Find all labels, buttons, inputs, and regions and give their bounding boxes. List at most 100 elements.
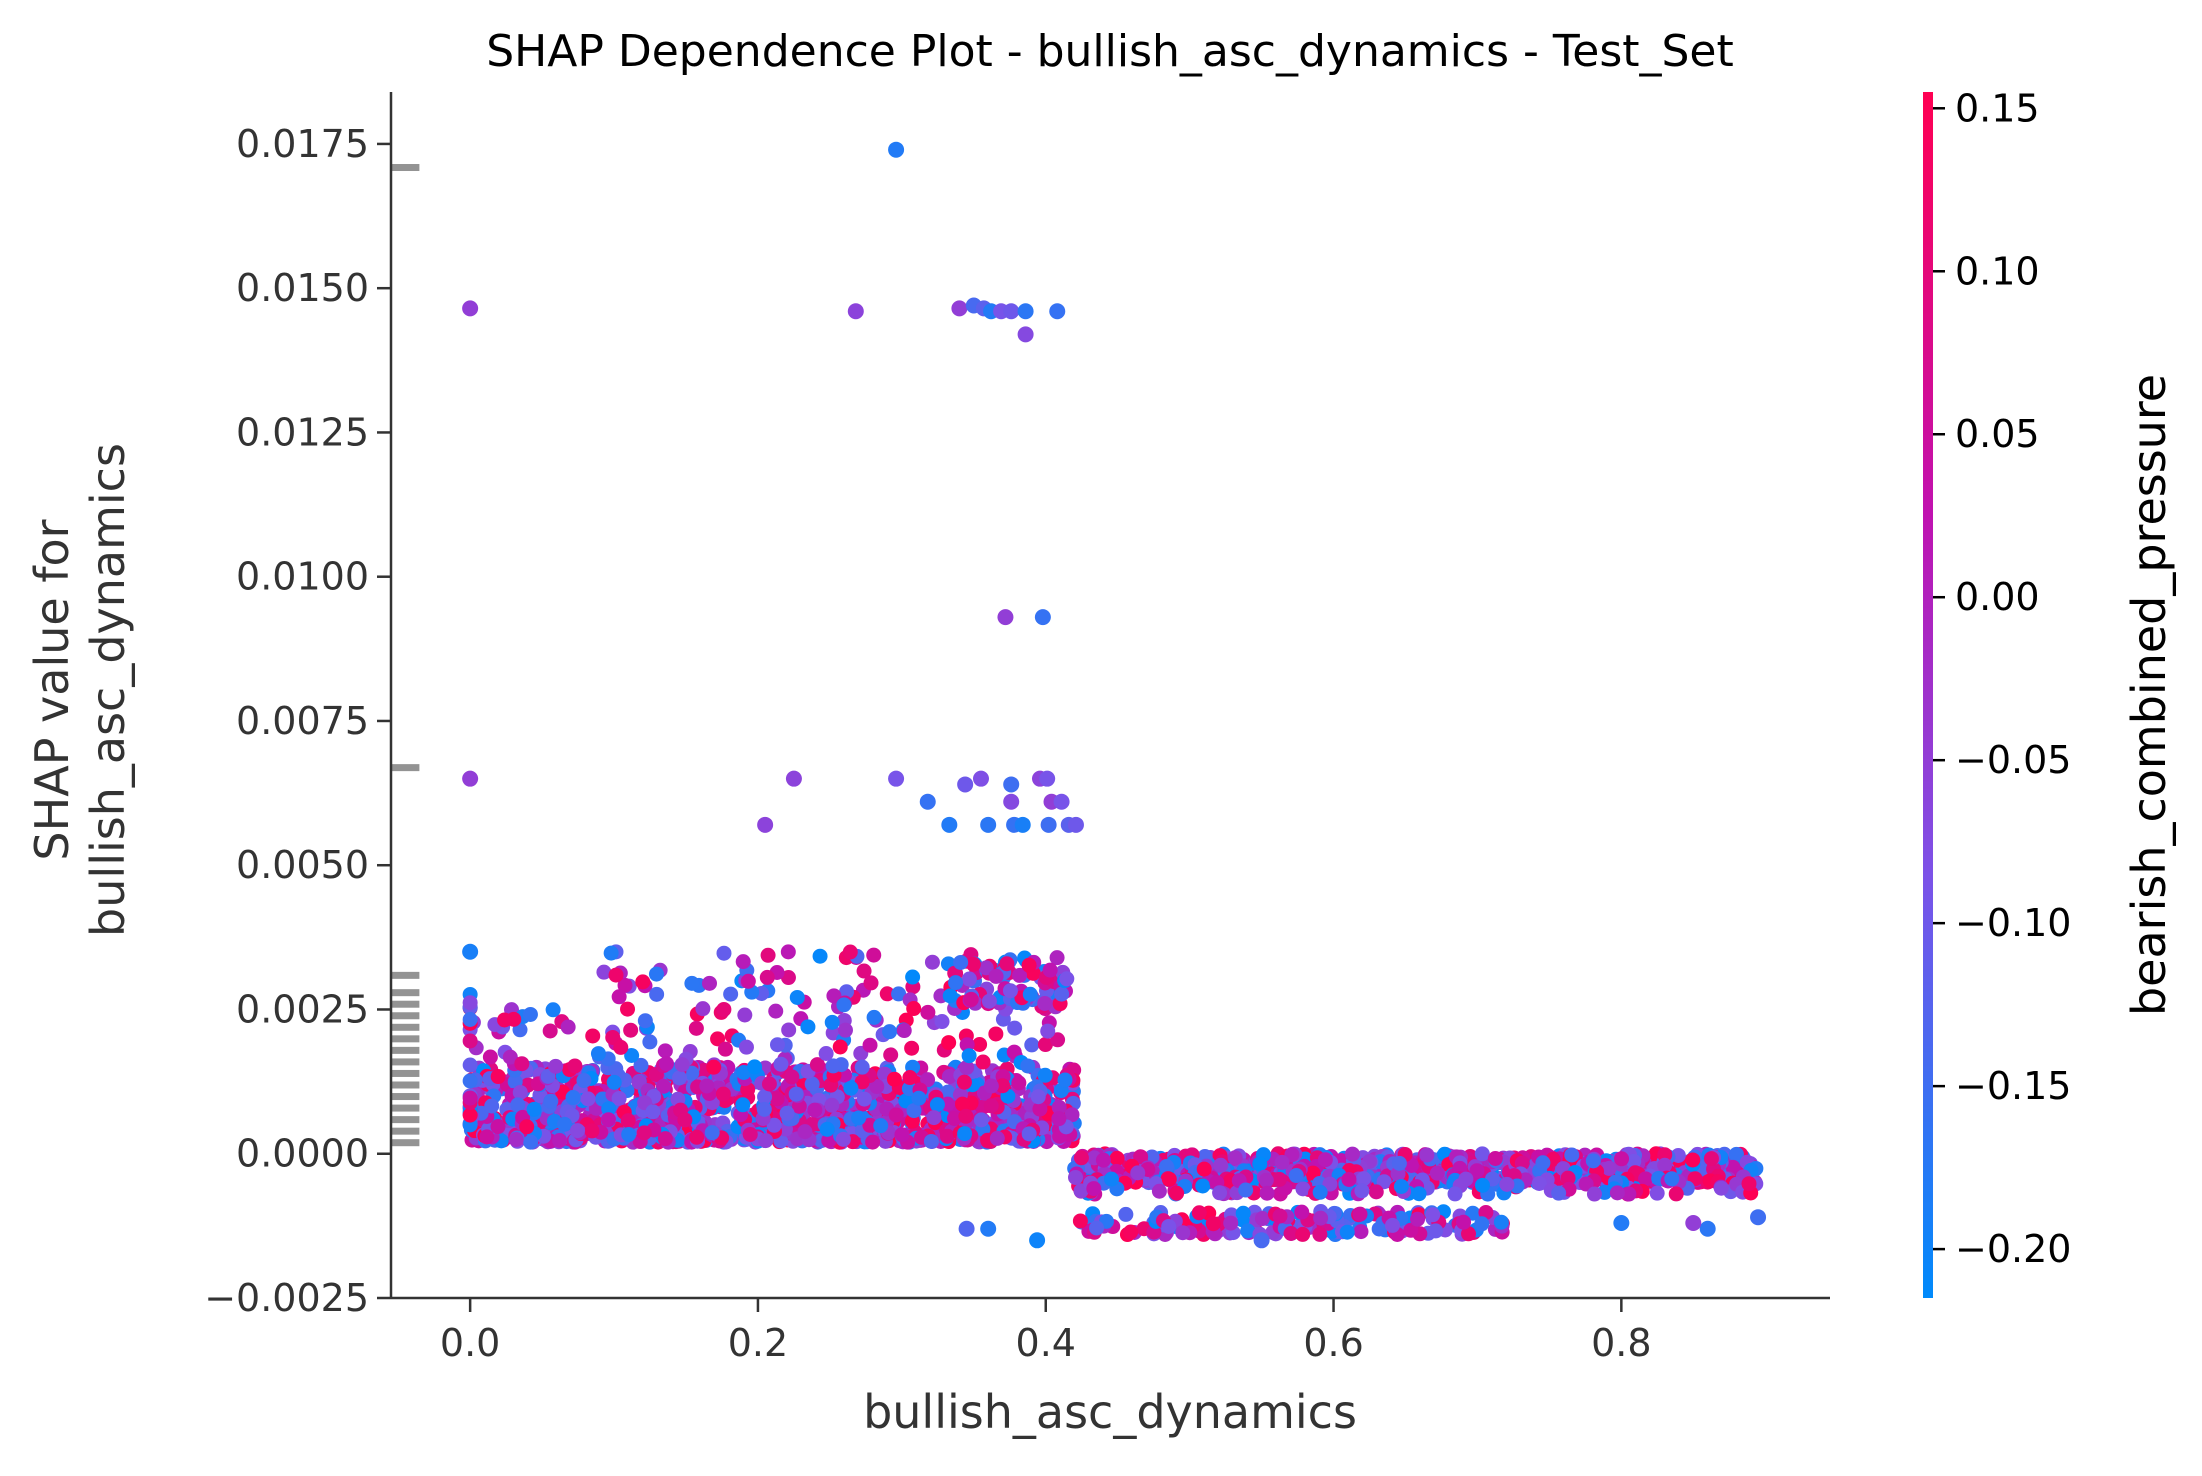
cloud-point bbox=[1130, 1165, 1146, 1181]
cloud-point bbox=[502, 1049, 518, 1065]
cloud-point bbox=[1560, 1170, 1576, 1186]
cloud-point bbox=[462, 1012, 478, 1028]
cloud-point bbox=[1205, 1216, 1221, 1232]
cloud-point bbox=[605, 1029, 621, 1045]
cloud-point bbox=[684, 1065, 700, 1081]
cloud-point bbox=[1344, 1146, 1360, 1162]
y-tick-label: 0.0075 bbox=[236, 699, 369, 743]
cloud-point bbox=[510, 1097, 526, 1113]
cloud-point bbox=[882, 1024, 898, 1040]
cloud-point bbox=[926, 1110, 942, 1126]
cloud-point bbox=[1685, 1152, 1701, 1168]
data-point bbox=[888, 141, 905, 158]
cloud-point bbox=[684, 975, 700, 991]
cloud-point bbox=[957, 1126, 973, 1142]
cloud-point bbox=[1411, 1186, 1427, 1202]
cloud-point bbox=[963, 991, 979, 1007]
cloud-point bbox=[637, 1013, 653, 1029]
point-clouds bbox=[462, 944, 1764, 1243]
cloud-point bbox=[548, 1058, 564, 1074]
cloud-point bbox=[655, 1078, 671, 1094]
cloud-point bbox=[1474, 1146, 1490, 1162]
cloud-point bbox=[624, 1048, 640, 1064]
y-tick-label: −0.0025 bbox=[204, 1276, 369, 1320]
data-point bbox=[1685, 1214, 1702, 1231]
cloud-point bbox=[642, 1034, 658, 1050]
cloud-point bbox=[995, 1078, 1011, 1094]
cloud-point bbox=[1294, 1204, 1310, 1220]
cloud-point bbox=[1456, 1214, 1472, 1230]
cloud-point bbox=[1288, 1168, 1304, 1184]
cloud-point bbox=[1089, 1220, 1105, 1236]
x-axis-label: bullish_asc_dynamics bbox=[863, 1385, 1357, 1439]
cloud-point bbox=[948, 975, 964, 991]
data-point bbox=[462, 943, 479, 960]
cloud-point bbox=[1312, 1226, 1328, 1242]
cloud-point bbox=[735, 1097, 751, 1113]
cloud-point bbox=[1283, 1226, 1299, 1242]
cloud-point bbox=[519, 1119, 535, 1135]
cloud-point bbox=[956, 1074, 972, 1090]
cloud-point bbox=[886, 1071, 902, 1087]
cloud-point bbox=[824, 1014, 840, 1030]
cloud-point bbox=[1295, 1181, 1311, 1197]
cloud-point bbox=[1469, 1163, 1485, 1179]
chart-title: SHAP Dependence Plot - bullish_asc_dynam… bbox=[486, 26, 1734, 77]
cloud-point bbox=[1227, 1150, 1243, 1166]
cloud-point bbox=[934, 1014, 950, 1030]
data-point bbox=[957, 776, 974, 793]
cloud-point bbox=[1021, 1126, 1037, 1142]
cloud-point bbox=[1535, 1155, 1551, 1171]
cloud-point bbox=[1002, 983, 1018, 999]
cloud-point bbox=[462, 1107, 478, 1123]
cloud-point bbox=[812, 948, 828, 964]
cloud-point bbox=[462, 1090, 478, 1106]
cloud-point bbox=[1353, 1224, 1369, 1240]
cloud-point bbox=[1741, 1176, 1757, 1192]
cloud-point bbox=[635, 974, 651, 990]
cloud-point bbox=[1212, 1185, 1228, 1201]
cloud-point bbox=[1531, 1175, 1547, 1191]
cloud-point bbox=[906, 1103, 922, 1119]
data-point bbox=[1049, 303, 1066, 320]
cloud-point bbox=[780, 970, 796, 986]
y-tick-label: 0.0175 bbox=[236, 122, 369, 166]
cloud-point bbox=[940, 1084, 956, 1100]
cloud-point bbox=[888, 1107, 904, 1123]
cloud-point bbox=[856, 1091, 872, 1107]
cloud-point bbox=[490, 1119, 506, 1135]
cloud-point bbox=[902, 1070, 918, 1086]
missing-value-marker bbox=[391, 1116, 420, 1124]
data-point bbox=[997, 609, 1014, 626]
cloud-point bbox=[1429, 1165, 1445, 1181]
missing-value-marker bbox=[391, 1069, 420, 1077]
missing-value-marker bbox=[391, 1000, 420, 1008]
cloud-point bbox=[1638, 1171, 1654, 1187]
data-point bbox=[1699, 1220, 1716, 1237]
data-point bbox=[951, 300, 968, 317]
cloud-point bbox=[658, 1056, 674, 1072]
cloud-point bbox=[854, 1059, 870, 1075]
cloud-point bbox=[1258, 1172, 1274, 1188]
cloud-point bbox=[600, 1112, 616, 1128]
cloud-point bbox=[1086, 1181, 1102, 1197]
cloud-point bbox=[738, 1039, 754, 1055]
cloud-point bbox=[839, 984, 855, 1000]
data-point bbox=[462, 300, 479, 317]
cloud-point bbox=[1057, 1072, 1073, 1088]
cloud-point bbox=[961, 1048, 977, 1064]
cloud-point bbox=[1032, 1101, 1048, 1117]
cloud-point bbox=[584, 1123, 600, 1139]
data-point bbox=[1003, 793, 1020, 810]
cloud-point bbox=[1059, 971, 1075, 987]
cloud-point bbox=[1317, 1152, 1333, 1168]
cloud-point bbox=[1376, 1174, 1392, 1190]
cloud-point bbox=[1461, 1226, 1477, 1242]
colorbar-tick-label: −0.05 bbox=[1955, 738, 2071, 782]
cloud-point bbox=[1252, 1156, 1268, 1172]
cloud-point bbox=[904, 1040, 920, 1056]
cloud-point bbox=[804, 1076, 820, 1092]
data-point bbox=[1253, 1232, 1270, 1249]
